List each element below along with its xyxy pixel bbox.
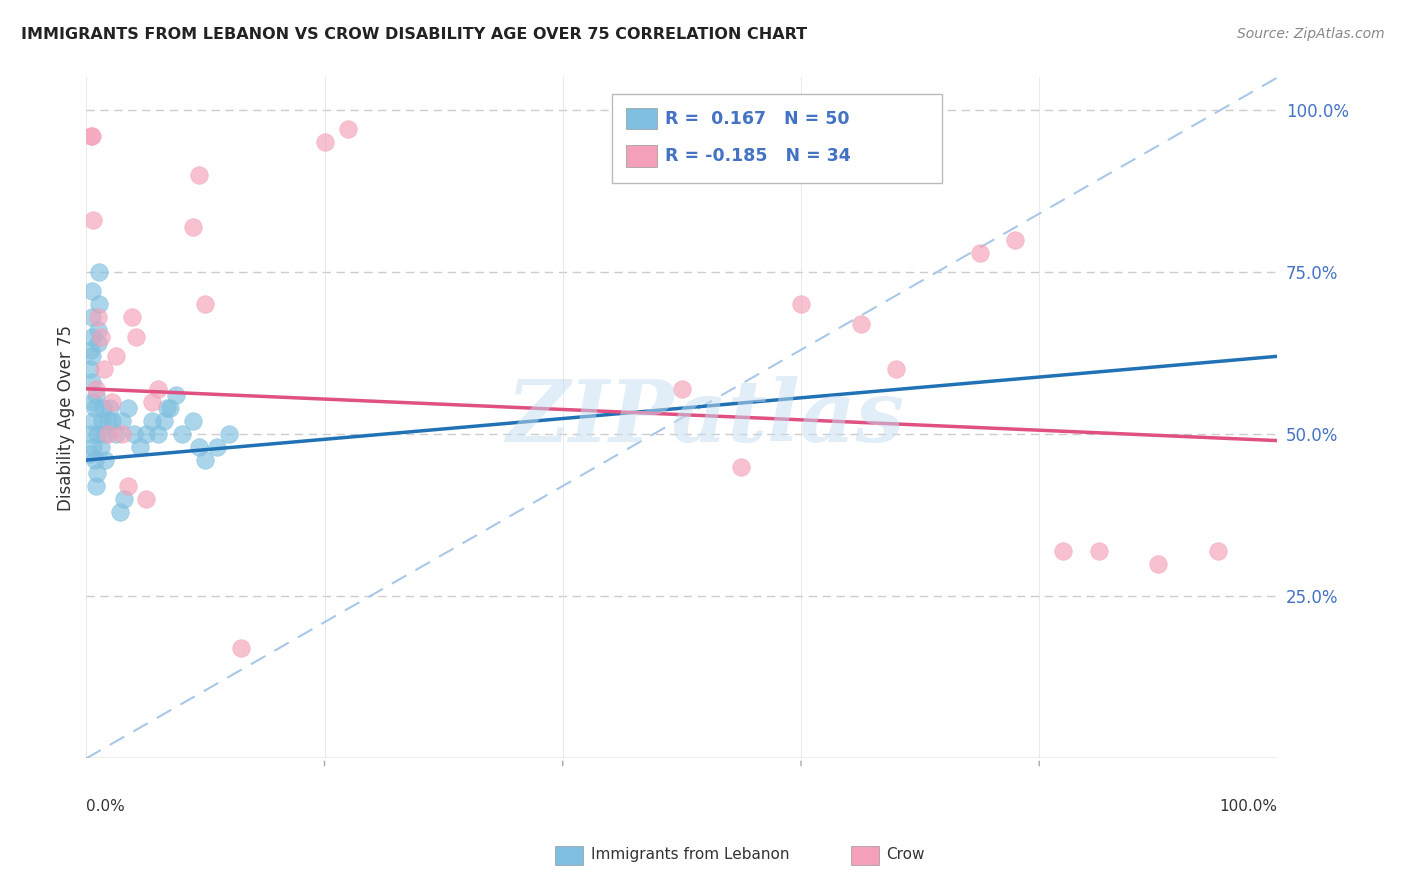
Point <box>84 388 107 402</box>
Point <box>152 414 174 428</box>
Point <box>969 245 991 260</box>
Point <box>1147 557 1170 571</box>
Point <box>101 394 124 409</box>
Text: 0.0%: 0.0% <box>86 799 125 814</box>
Point <box>135 427 157 442</box>
Point <box>337 122 360 136</box>
Point <box>82 376 104 390</box>
Point <box>231 641 253 656</box>
Point <box>111 414 134 428</box>
Point <box>183 414 205 428</box>
Point <box>1088 544 1111 558</box>
Point <box>1206 544 1229 558</box>
Point <box>194 453 217 467</box>
Point <box>188 440 211 454</box>
Point <box>1004 233 1026 247</box>
Point <box>101 414 124 428</box>
Point <box>90 330 112 344</box>
Point <box>82 394 104 409</box>
Point <box>111 427 134 442</box>
Point <box>82 440 104 454</box>
Point <box>790 297 813 311</box>
Point <box>82 330 104 344</box>
Point <box>128 440 150 454</box>
Point <box>194 297 217 311</box>
Point <box>117 479 139 493</box>
Point <box>105 427 128 442</box>
Point <box>82 349 104 363</box>
Point <box>79 446 101 460</box>
Point <box>1052 544 1074 558</box>
Point <box>314 136 336 150</box>
Point <box>94 453 117 467</box>
Point <box>98 401 121 416</box>
Text: R =  0.167   N = 50: R = 0.167 N = 50 <box>665 110 849 128</box>
Point <box>884 362 907 376</box>
Point <box>170 427 193 442</box>
Text: ZIPatlas: ZIPatlas <box>506 376 905 459</box>
Point <box>122 427 145 442</box>
Point <box>89 297 111 311</box>
Point <box>83 401 105 416</box>
Point <box>80 427 103 442</box>
Point <box>80 343 103 357</box>
Point <box>671 382 693 396</box>
Point <box>156 401 179 416</box>
Text: IMMIGRANTS FROM LEBANON VS CROW DISABILITY AGE OVER 75 CORRELATION CHART: IMMIGRANTS FROM LEBANON VS CROW DISABILI… <box>21 27 807 42</box>
Point <box>141 394 163 409</box>
Text: Immigrants from Lebanon: Immigrants from Lebanon <box>591 847 789 862</box>
Point <box>108 505 131 519</box>
Point <box>188 168 211 182</box>
Point <box>82 213 104 227</box>
Point <box>90 414 112 428</box>
Point <box>80 128 103 143</box>
Point <box>112 491 135 506</box>
Point <box>121 310 143 325</box>
Point <box>97 427 120 442</box>
Y-axis label: Disability Age Over 75: Disability Age Over 75 <box>58 325 75 511</box>
Point <box>730 459 752 474</box>
Point <box>146 382 169 396</box>
Point <box>82 128 104 143</box>
Point <box>218 427 240 442</box>
Point <box>125 330 148 344</box>
Point <box>849 317 872 331</box>
Point <box>82 310 104 325</box>
Point <box>135 491 157 506</box>
Point <box>91 401 114 416</box>
Point <box>93 427 115 442</box>
Point <box>82 285 104 299</box>
Point <box>82 414 104 428</box>
Point <box>183 219 205 234</box>
Point <box>97 414 120 428</box>
Point <box>117 401 139 416</box>
Point <box>86 427 108 442</box>
Text: Source: ZipAtlas.com: Source: ZipAtlas.com <box>1237 27 1385 41</box>
Point <box>105 349 128 363</box>
Point <box>141 414 163 428</box>
Point <box>146 427 169 442</box>
Point <box>84 479 107 493</box>
Point <box>87 310 110 325</box>
Point <box>159 401 181 416</box>
Point <box>90 440 112 454</box>
Point <box>79 362 101 376</box>
Point <box>93 362 115 376</box>
Point <box>165 388 187 402</box>
Point <box>87 336 110 351</box>
Point <box>86 466 108 480</box>
Point <box>89 265 111 279</box>
Point <box>87 323 110 337</box>
Point <box>83 453 105 467</box>
Text: R = -0.185   N = 34: R = -0.185 N = 34 <box>665 147 851 165</box>
Text: Crow: Crow <box>886 847 924 862</box>
Text: 100.0%: 100.0% <box>1219 799 1278 814</box>
Point <box>207 440 229 454</box>
Point <box>84 382 107 396</box>
